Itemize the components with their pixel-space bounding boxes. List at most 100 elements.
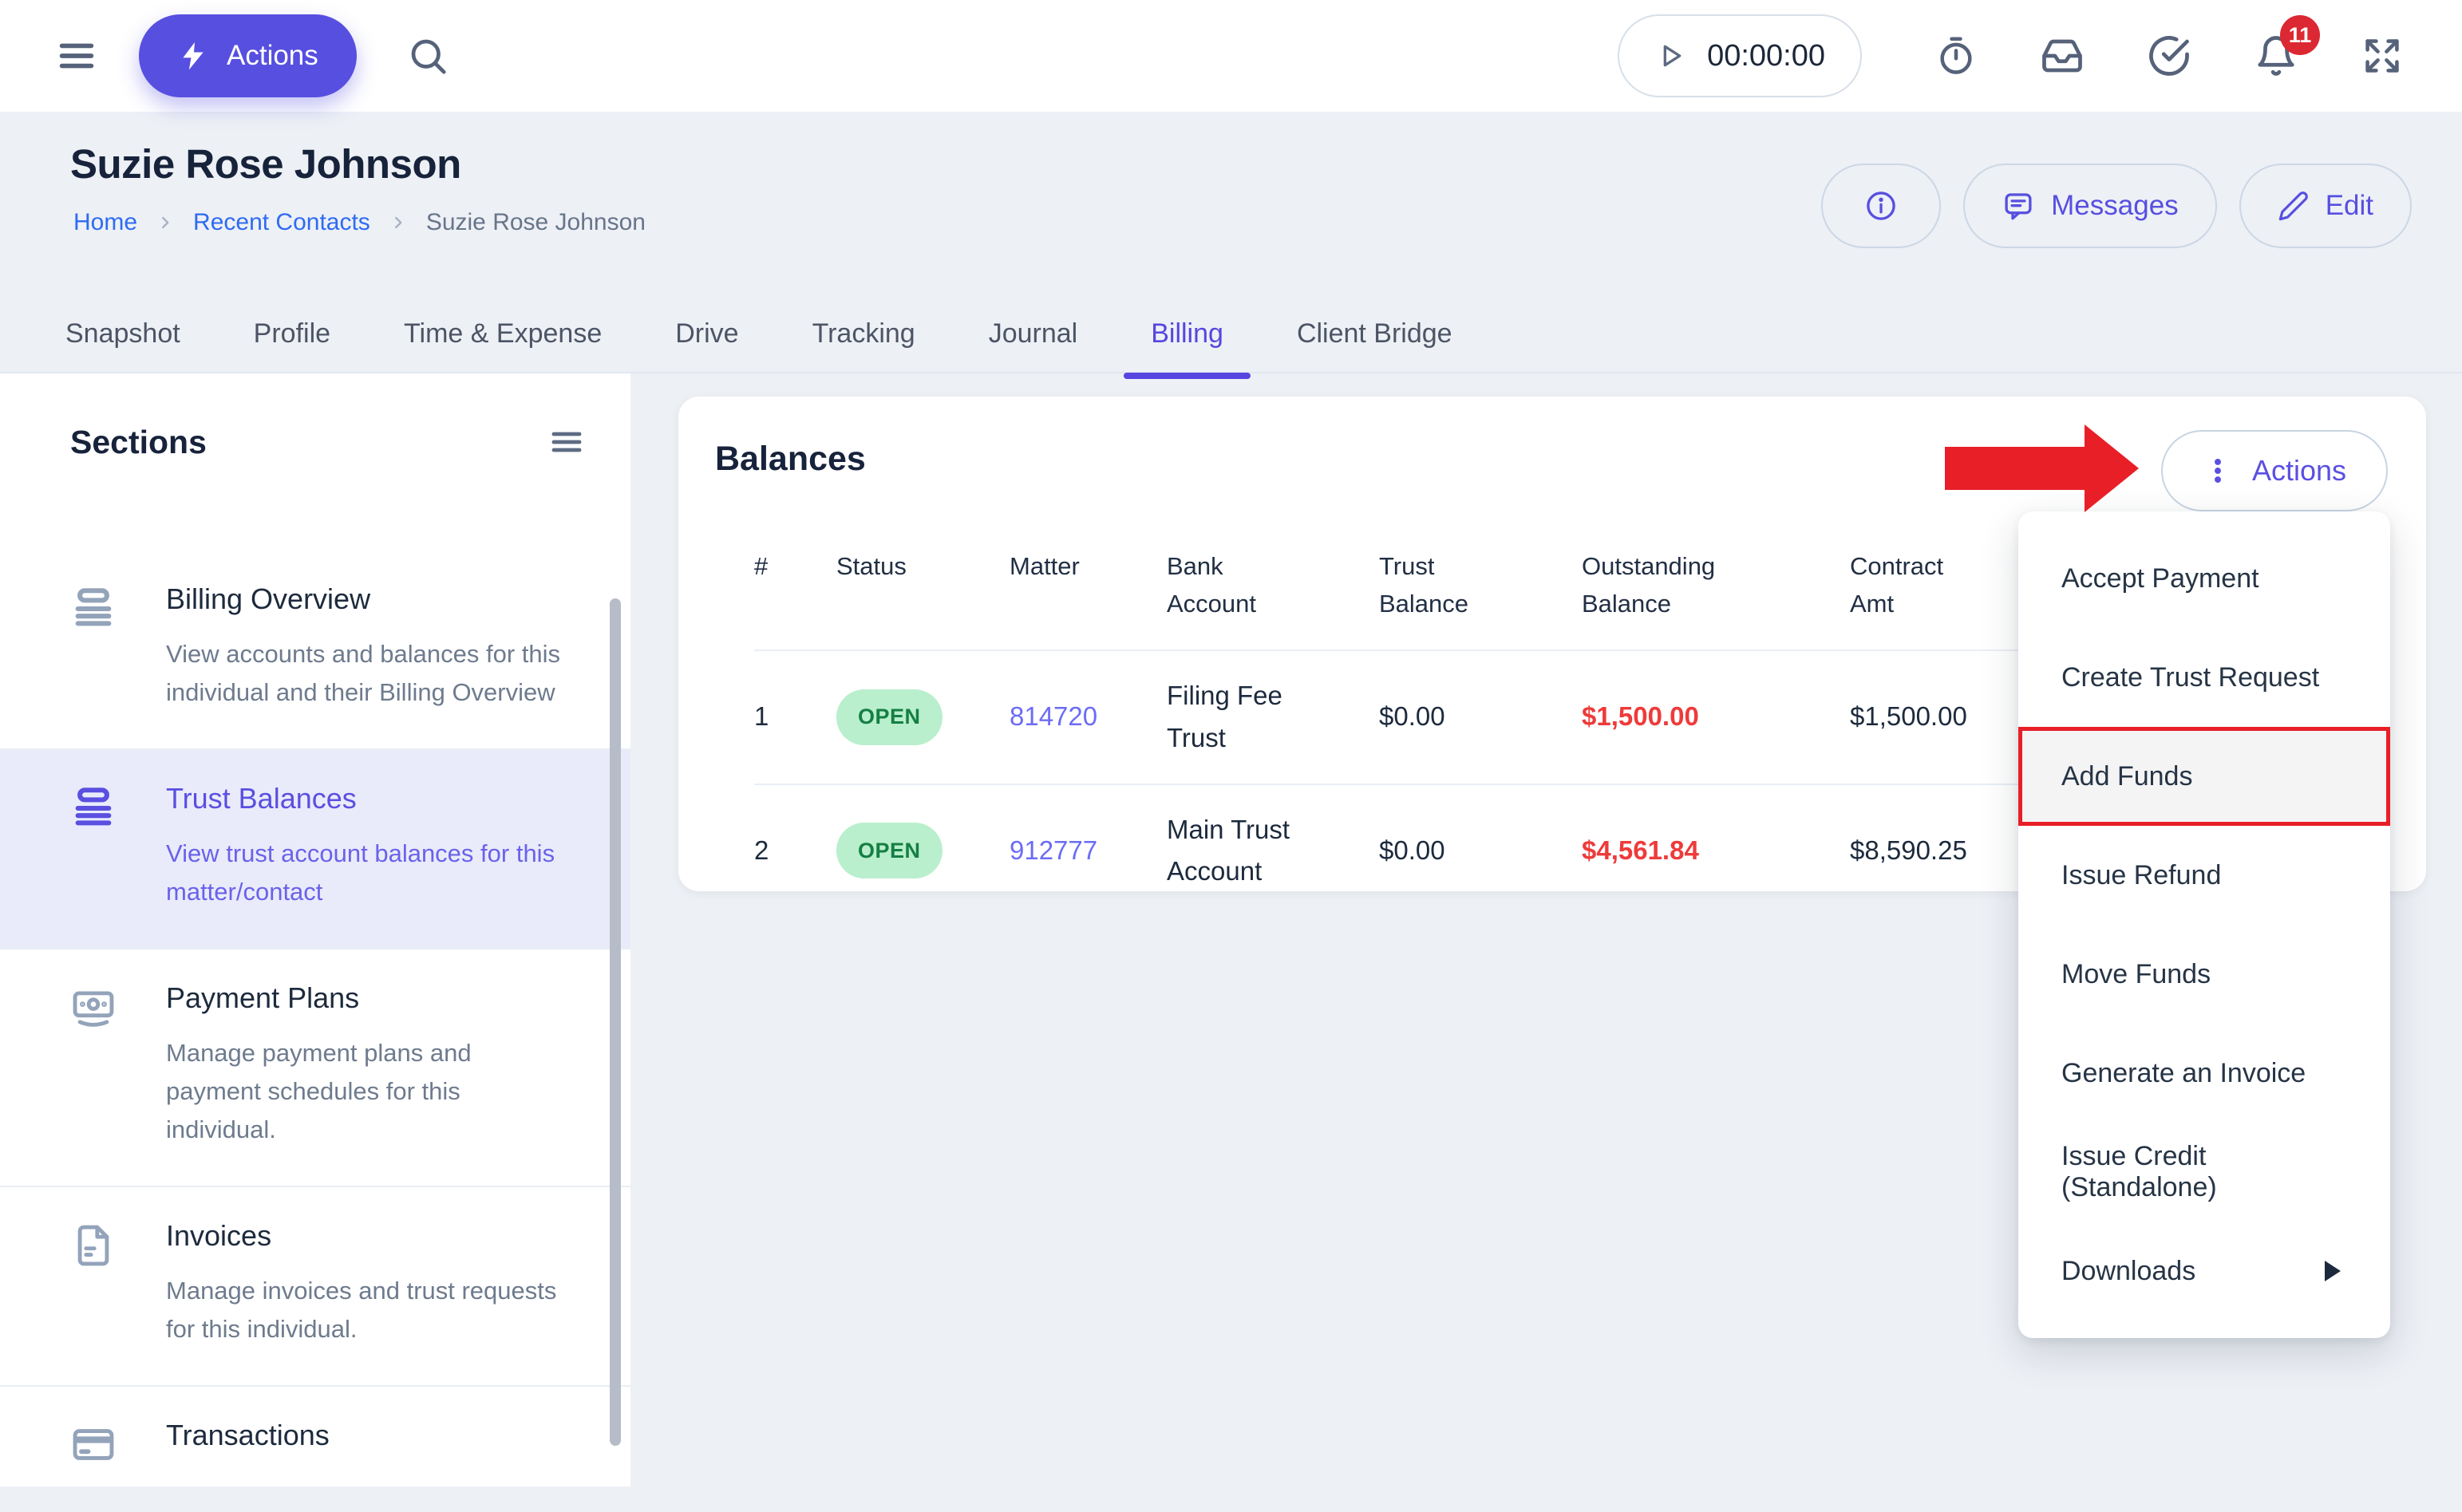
matter-link[interactable]: 912777 bbox=[1010, 835, 1098, 865]
sidebar-item-description: View trust account balances for this mat… bbox=[166, 839, 555, 906]
contract-amt-cell: $1,500.00 bbox=[1850, 701, 1967, 732]
sidebar-item-description: Manage payment plans and payment schedul… bbox=[166, 1039, 472, 1144]
file-icon bbox=[70, 1222, 117, 1348]
global-actions-label: Actions bbox=[227, 40, 318, 71]
sidebar-item-label: Billing Overview bbox=[166, 582, 371, 615]
trust-balance-cell: $0.00 bbox=[1379, 835, 1445, 865]
breadcrumb-current: Suzie Rose Johnson bbox=[425, 209, 646, 235]
stopwatch-icon[interactable] bbox=[1935, 35, 1977, 77]
row-num: 2 bbox=[754, 835, 769, 865]
col-num: # bbox=[754, 552, 769, 580]
sections-heading: Sections bbox=[70, 423, 207, 460]
sidebar-item-description: Manage invoices and trust requests for t… bbox=[166, 1277, 557, 1344]
col-bank-account: Bank Account bbox=[1167, 552, 1257, 618]
global-actions-button[interactable]: Actions bbox=[139, 14, 357, 97]
matter-link[interactable]: 814720 bbox=[1010, 701, 1098, 732]
table-header-row: # Status Matter Bank Account Trust Balan… bbox=[754, 548, 2378, 650]
info-icon bbox=[1864, 189, 1898, 223]
outstanding-balance-cell: $4,561.84 bbox=[1582, 835, 1699, 865]
notification-badge: 11 bbox=[2280, 15, 2320, 55]
status-badge: OPEN bbox=[836, 823, 943, 879]
sidebar-item-invoices[interactable]: Invoices Manage invoices and trust reque… bbox=[0, 1186, 630, 1385]
messages-label: Messages bbox=[2051, 190, 2179, 221]
rows-icon bbox=[70, 785, 117, 911]
tab-snapshot[interactable]: Snapshot bbox=[65, 318, 180, 349]
breadcrumb-recent-contacts[interactable]: Recent Contacts bbox=[193, 209, 370, 235]
menu-item-move-funds[interactable]: Move Funds bbox=[2061, 958, 2211, 989]
banknote-icon bbox=[70, 985, 117, 1149]
menu-item-downloads[interactable]: Downloads bbox=[2018, 1222, 2390, 1321]
menu-icon[interactable] bbox=[56, 35, 97, 77]
col-outstanding-balance: Outstanding Balance bbox=[1582, 552, 1716, 618]
col-status: Status bbox=[836, 552, 907, 580]
tab-billing[interactable]: Billing bbox=[1114, 294, 1260, 379]
bank-account-cell: Main Trust Account bbox=[1167, 814, 1290, 886]
status-badge: OPEN bbox=[836, 689, 943, 745]
sidebar-item-label: Invoices bbox=[166, 1219, 272, 1253]
sections-header: Sections bbox=[0, 373, 630, 461]
balances-table: # Status Matter Bank Account Trust Balan… bbox=[754, 548, 2378, 917]
trust-balance-cell: $0.00 bbox=[1379, 701, 1445, 732]
annotation-arrow bbox=[1945, 447, 2089, 490]
menu-item-issue-credit[interactable]: Issue Credit (Standalone) bbox=[2061, 1141, 2217, 1202]
tab-journal[interactable]: Journal bbox=[988, 318, 1078, 349]
chat-bubble-icon bbox=[2002, 189, 2035, 223]
page-title: Suzie Rose Johnson bbox=[70, 141, 461, 187]
sidebar-item-label: Payment Plans bbox=[166, 981, 360, 1015]
row-num: 1 bbox=[754, 701, 769, 732]
sidebar-scrollbar[interactable] bbox=[610, 598, 621, 1446]
col-matter: Matter bbox=[1010, 552, 1080, 580]
contract-amt-cell: $8,590.25 bbox=[1850, 835, 1967, 865]
sidebar-item-label: Trust Balances bbox=[166, 782, 357, 815]
kebab-dots-icon bbox=[2203, 456, 2233, 486]
tab-profile[interactable]: Profile bbox=[253, 318, 331, 349]
pencil-icon bbox=[2278, 190, 2310, 222]
sidebar-item-transactions[interactable]: Transactions bbox=[0, 1385, 630, 1486]
downloads-label: Downloads bbox=[2061, 1255, 2196, 1286]
breadcrumb: Home Recent Contacts Suzie Rose Johnson bbox=[73, 209, 646, 236]
tab-drive[interactable]: Drive bbox=[675, 318, 739, 349]
topbar-icon-group: 11 bbox=[1935, 15, 2403, 77]
sidebar-item-label: Transactions bbox=[166, 1419, 330, 1452]
edit-button[interactable]: Edit bbox=[2239, 164, 2412, 248]
expand-icon[interactable] bbox=[2361, 35, 2403, 77]
credit-card-icon bbox=[70, 1422, 117, 1471]
sidebar-item-payment-plans[interactable]: Payment Plans Manage payment plans and p… bbox=[0, 948, 630, 1186]
menu-item-create-trust-request[interactable]: Create Trust Request bbox=[2061, 661, 2320, 693]
play-icon[interactable] bbox=[1654, 40, 1686, 72]
tab-bar: Snapshot Profile Time & Expense Drive Tr… bbox=[29, 294, 1489, 379]
tab-client-bridge[interactable]: Client Bridge bbox=[1296, 318, 1452, 349]
chevron-right-icon bbox=[156, 214, 174, 231]
outstanding-balance-cell: $1,500.00 bbox=[1582, 701, 1699, 732]
header-buttons: Messages Edit bbox=[1821, 164, 2412, 248]
breadcrumb-home[interactable]: Home bbox=[73, 209, 138, 235]
table-row: 2 OPEN 912777 Main Trust Account $0.00 $… bbox=[754, 784, 2378, 918]
balances-card-header: Balances Actions bbox=[678, 397, 2426, 511]
balances-actions-button[interactable]: Actions bbox=[2160, 430, 2388, 511]
submenu-arrow-icon bbox=[2325, 1261, 2341, 1281]
col-trust-balance: Trust Balance bbox=[1379, 552, 1469, 618]
menu-item-generate-invoice[interactable]: Generate an Invoice bbox=[2061, 1057, 2306, 1088]
inbox-icon[interactable] bbox=[2041, 34, 2084, 77]
tab-tracking[interactable]: Tracking bbox=[812, 318, 915, 349]
sidebar-item-trust-balances[interactable]: Trust Balances View trust account balanc… bbox=[0, 748, 630, 949]
edit-label: Edit bbox=[2325, 190, 2373, 221]
sections-sidebar: Sections Billing Overview View accounts … bbox=[0, 373, 630, 1486]
messages-button[interactable]: Messages bbox=[1963, 164, 2217, 248]
sections-list: Billing Overview View accounts and balan… bbox=[0, 551, 630, 1486]
menu-item-accept-payment[interactable]: Accept Payment bbox=[2061, 563, 2259, 594]
timer-value: 00:00:00 bbox=[1707, 38, 1825, 73]
menu-item-add-funds[interactable]: Add Funds bbox=[2018, 727, 2390, 826]
check-circle-icon[interactable] bbox=[2148, 34, 2191, 77]
bell-icon[interactable]: 11 bbox=[2255, 15, 2320, 77]
sidebar-item-description: View accounts and balances for this indi… bbox=[166, 640, 561, 707]
sidebar-item-billing-overview[interactable]: Billing Overview View accounts and balan… bbox=[0, 551, 630, 748]
menu-item-issue-refund[interactable]: Issue Refund bbox=[2061, 859, 2222, 890]
timer-widget[interactable]: 00:00:00 bbox=[1618, 14, 1862, 97]
search-icon[interactable] bbox=[406, 34, 449, 77]
sections-menu-icon[interactable] bbox=[547, 423, 586, 461]
balances-actions-label: Actions bbox=[2251, 454, 2346, 487]
balances-heading: Balances bbox=[715, 440, 866, 478]
tab-time-expense[interactable]: Time & Expense bbox=[404, 318, 603, 349]
info-button[interactable] bbox=[1821, 164, 1942, 248]
